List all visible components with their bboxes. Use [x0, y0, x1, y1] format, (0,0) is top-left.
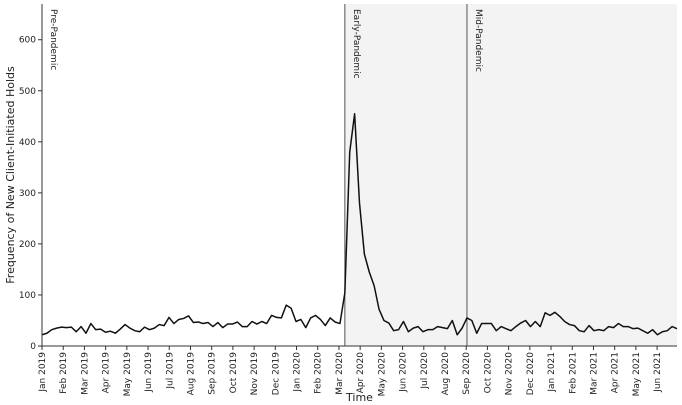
- x-tick-label: Jul 2020: [420, 352, 430, 390]
- x-tick-label: Jul 2019: [165, 352, 175, 390]
- x-tick-label: Jun 2019: [144, 352, 154, 393]
- y-tick-label: 500: [19, 87, 36, 97]
- y-tick-label: 200: [19, 240, 36, 250]
- x-tick-label: Dec 2020: [526, 352, 536, 395]
- x-tick-label: Jan 2020: [293, 352, 303, 393]
- x-tick-label: Feb 2021: [568, 352, 578, 394]
- x-tick-label: Feb 2020: [314, 352, 324, 394]
- y-axis-title: Frequency of New Client-Initiated Holds: [4, 66, 17, 284]
- y-tick-label: 600: [19, 36, 36, 46]
- x-tick-label: Aug 2019: [186, 352, 196, 396]
- x-tick-label: Apr 2020: [356, 352, 366, 394]
- x-tick-label: Oct 2020: [483, 352, 493, 394]
- shaded-region: [466, 4, 677, 346]
- x-tick-label: Oct 2019: [229, 352, 239, 394]
- x-tick-label: Jan 2019: [38, 352, 48, 393]
- x-tick-label: Nov 2020: [505, 352, 515, 396]
- period-label: Early-Pandemic: [351, 9, 361, 79]
- period-labels: Pre-Pandemic Early-Pandemic Mid-Pandemic: [48, 9, 483, 79]
- x-tick-label: Mar 2021: [589, 352, 599, 395]
- period-label: Pre-Pandemic: [48, 9, 58, 70]
- x-tick-label: Mar 2020: [335, 352, 345, 395]
- x-tick-label: May 2019: [123, 352, 133, 397]
- x-tick-label: Apr 2021: [611, 352, 621, 393]
- x-tick-label: May 2020: [377, 352, 387, 397]
- x-tick-label: Jun 2021: [653, 352, 663, 393]
- shaded-regions: [344, 4, 677, 346]
- x-tick-label: Jun 2020: [399, 352, 409, 393]
- x-tick-label: Mar 2019: [80, 352, 90, 395]
- y-tick-label: 400: [19, 138, 36, 148]
- x-tick-label: Sep 2019: [208, 352, 218, 395]
- x-tick-label: Dec 2019: [271, 352, 281, 395]
- x-tick-label: Feb 2019: [59, 352, 69, 394]
- series-line: [41, 113, 678, 336]
- x-tick-label: Nov 2019: [250, 352, 260, 396]
- y-tick-label: 300: [19, 189, 36, 199]
- y-tick-label: 100: [19, 291, 36, 301]
- x-tick-label: Sep 2020: [462, 352, 472, 395]
- x-ticks: Jan 2019 Feb 2019 Mar 2019 Apr 2019 May 2019…: [38, 346, 663, 396]
- x-tick-label: May 2021: [632, 352, 642, 396]
- y-ticks: 0 100 200 300 400 500 600: [19, 36, 42, 352]
- x-axis-title: Time: [345, 391, 373, 404]
- x-tick-label: Jan 2021: [547, 352, 557, 393]
- period-label: Mid-Pandemic: [473, 9, 483, 72]
- x-tick-label: Aug 2020: [441, 352, 451, 396]
- x-tick-label: Apr 2019: [102, 352, 112, 394]
- y-tick-label: 0: [30, 342, 36, 352]
